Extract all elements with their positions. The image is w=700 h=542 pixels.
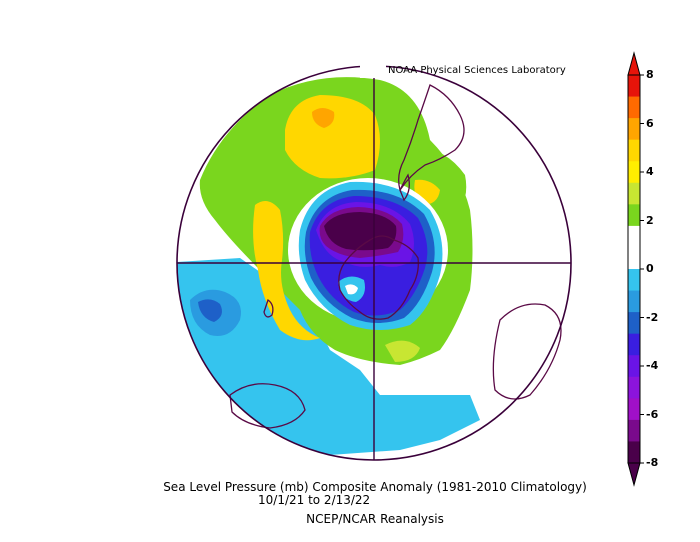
antarctica-outline <box>338 235 419 320</box>
colorbar-tick-label: -2 <box>646 310 659 324</box>
colorbar-segment <box>628 398 640 421</box>
colorbar-segment <box>628 204 640 227</box>
colorbar-segment <box>628 182 640 205</box>
colorbar-segment <box>628 96 640 119</box>
colorbar-tick-label: 6 <box>646 116 654 130</box>
colorbar-top-arrow <box>627 51 641 76</box>
continent-outlines <box>229 84 562 429</box>
peninsula-outline <box>399 173 410 202</box>
colorbar-tick-label: 0 <box>646 262 654 275</box>
credit-label: NOAA Physical Sciences Laboratory <box>388 65 566 76</box>
colorbar-segment <box>628 247 640 270</box>
caption-dates: 10/1/21 to 2/13/22 <box>258 493 371 507</box>
colorbar-tick-label: -8 <box>646 456 659 469</box>
colorbar-segment <box>628 75 640 98</box>
anomaly-green-se <box>385 340 420 362</box>
nz-outline <box>263 298 274 318</box>
colorbar-tick-label: 4 <box>646 165 654 178</box>
colorbar-segment <box>628 269 640 292</box>
colorbar-segment <box>628 419 640 442</box>
caption-title: Sea Level Pressure (mb) Composite Anomal… <box>163 480 587 494</box>
colorbar-segment <box>628 225 640 248</box>
colorbar-tick-label: -4 <box>646 359 659 372</box>
south-america-outline <box>398 84 465 192</box>
colorbar-segment <box>628 333 640 356</box>
colorbar-segment <box>628 312 640 335</box>
caption-source: NCEP/NCAR Reanalysis <box>306 512 444 526</box>
africa-outline <box>492 303 562 400</box>
anomaly-yellow-west <box>253 201 320 341</box>
colorbar-segment <box>628 290 640 313</box>
anomaly-dark-blue-patch <box>198 299 222 322</box>
anomaly-orange-north <box>312 108 335 128</box>
colorbar-tick-label: 2 <box>646 213 654 227</box>
colorbar-segment <box>628 161 640 184</box>
colorbar-segment <box>628 355 640 378</box>
colorbar <box>627 51 644 487</box>
credit-box <box>360 64 386 78</box>
australia-outline <box>229 383 306 429</box>
colorbar-segment <box>628 376 640 399</box>
colorbar-segment <box>628 441 640 464</box>
colorbar-tick-label: 8 <box>646 68 654 81</box>
colorbar-tick-label: -6 <box>646 407 659 421</box>
anomaly-white-pocket <box>345 284 358 295</box>
colorbar-segment <box>628 118 640 141</box>
anomaly-sky-region <box>177 258 480 455</box>
colorbar-bottom-arrow <box>627 462 641 487</box>
anomaly-low-core <box>324 212 397 251</box>
colorbar-segment <box>628 139 640 162</box>
anomaly-yellow-north <box>285 95 380 179</box>
